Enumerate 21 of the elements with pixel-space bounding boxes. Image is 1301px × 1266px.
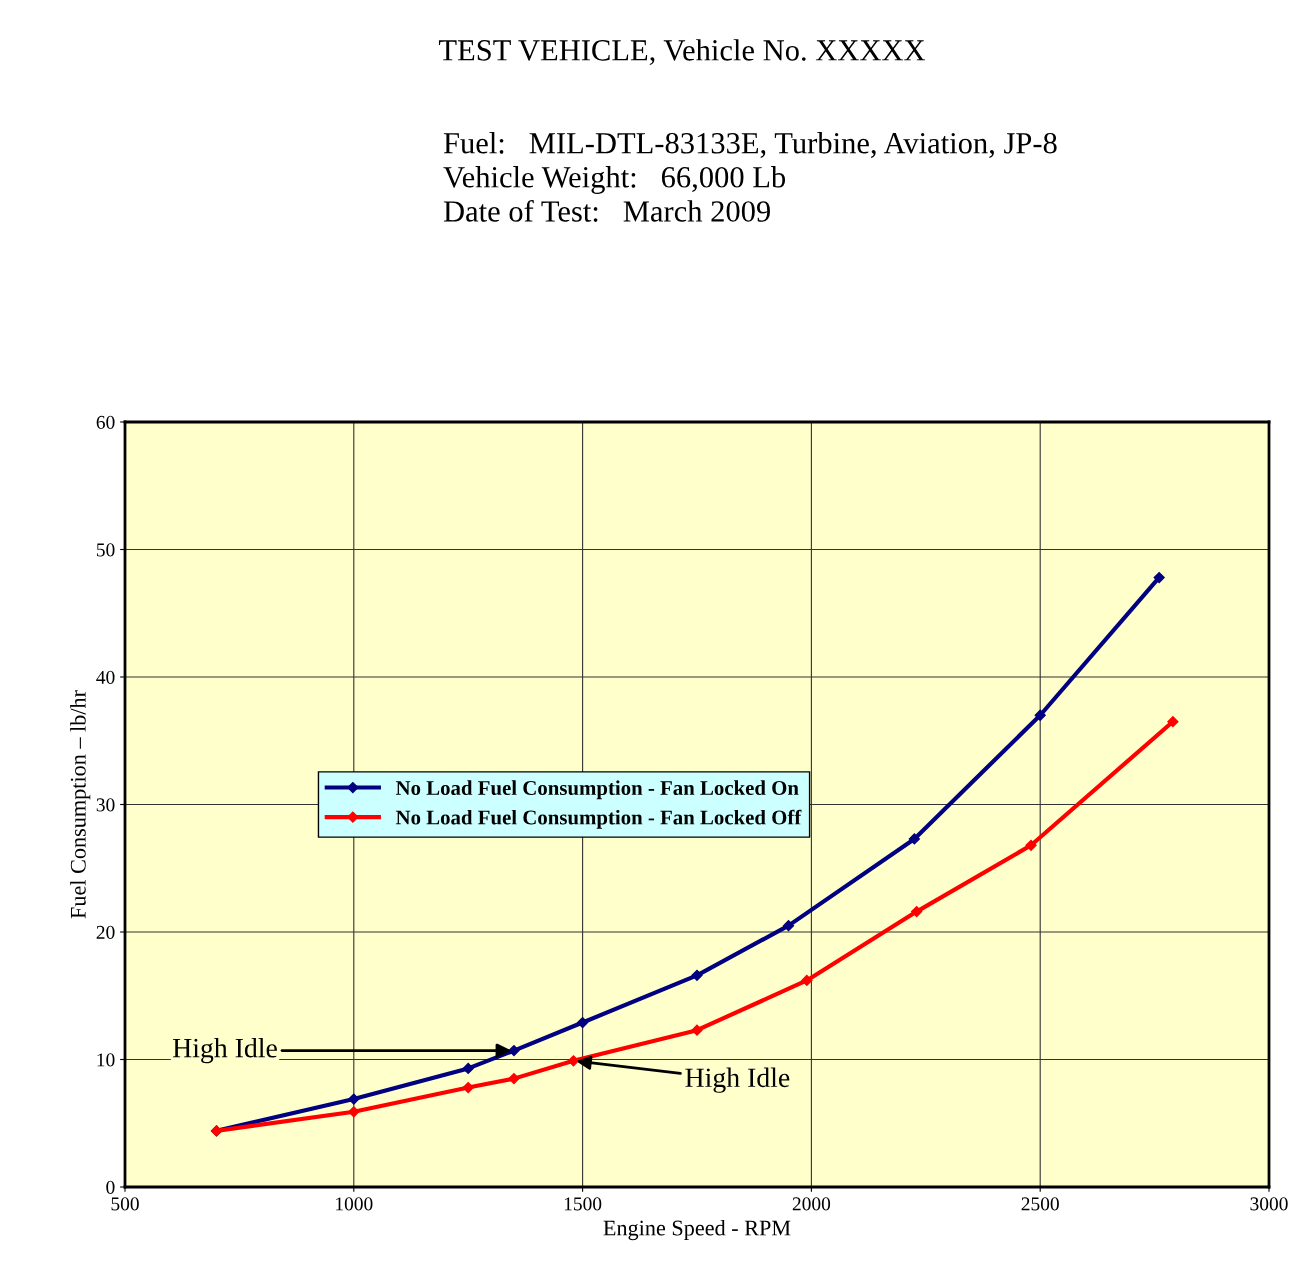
x-tick-label: 500 — [111, 1197, 139, 1211]
y-tick-label: 20 — [96, 925, 115, 939]
x-tick-label: 1000 — [336, 1197, 373, 1211]
chart-subtitle: Fuel: MIL-DTL-83133E, Turbine, Aviation, JP-8 Vehicle Weight: 66,000 Lb Date of Test: March 2009 — [443, 132, 1057, 222]
annotation: High Idle — [172, 1037, 277, 1064]
y-tick-label: 30 — [96, 798, 115, 812]
y-tick-label: 10 — [97, 1053, 115, 1067]
chart-title: TEST VEHICLE, Vehicle No. XXXXX — [438, 39, 926, 66]
x-tick-label: 2500 — [1021, 1197, 1059, 1211]
y-tick-label: 40 — [96, 670, 115, 684]
x-tick-label: 2000 — [792, 1197, 831, 1211]
x-tick-label: 1500 — [564, 1197, 602, 1211]
legend-label: No Load Fuel Consumption - Fan Locked On — [395, 780, 799, 800]
x-axis-title: Engine Speed - RPM — [603, 1219, 791, 1241]
y-tick-label: 60 — [96, 415, 115, 429]
y-tick-label: 50 — [96, 543, 115, 557]
y-tick-label: 0 — [106, 1180, 115, 1194]
legend-label: No Load Fuel Consumption - Fan Locked Off — [395, 809, 802, 829]
annotation: High Idle — [685, 1067, 790, 1093]
y-axis-title: Fuel Consumption – lb/hr — [70, 690, 91, 919]
x-tick-label: 3000 — [1250, 1197, 1288, 1211]
